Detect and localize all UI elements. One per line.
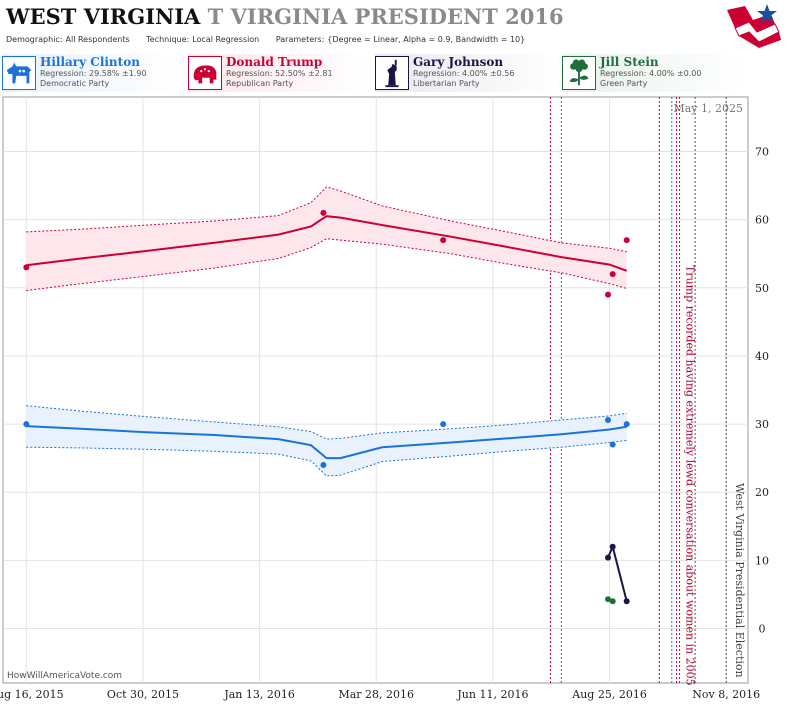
- candidate-regression-trump: Regression: 52.50% ±2.81: [226, 69, 333, 78]
- data-point: [605, 554, 612, 561]
- title-subtitle: T VIRGINIA PRESIDENT 2016: [207, 4, 564, 29]
- meta-label-parameters: Parameters:: [275, 35, 325, 44]
- data-point: [440, 237, 447, 244]
- trend-line: [26, 425, 627, 460]
- parameters-row: Demographic: All Respondents Technique: Lo…: [6, 35, 539, 44]
- x-tick-label: Nov 8, 2016: [692, 688, 760, 701]
- legend-stein[interactable]: Jill Stein Regression: 4.00% ±0.00 Green…: [562, 54, 746, 92]
- legend-trump[interactable]: Donald Trump Regression: 52.50% ±2.81 Re…: [188, 54, 372, 92]
- title-state: WEST VIRGINIA: [6, 4, 201, 29]
- upper-bound-line: [26, 186, 627, 253]
- candidate-name-stein: Jill Stein: [600, 55, 659, 69]
- x-tick-label: Aug 25, 2016: [571, 688, 647, 701]
- upper-bound-line: [26, 405, 627, 440]
- meta-value-technique: Local Regression: [192, 35, 260, 44]
- plot-frame: [2, 96, 749, 684]
- lower-bound-line: [26, 238, 627, 291]
- trend-line: [26, 215, 628, 272]
- candidate-regression-clinton: Regression: 29.58% ±1.90: [40, 69, 147, 78]
- meta-label-technique: Technique:: [146, 35, 190, 44]
- data-point: [609, 543, 616, 550]
- candidate-party-clinton: Democratic Party: [40, 79, 110, 88]
- x-tick-label: Jun 11, 2016: [456, 688, 528, 701]
- chart-title: WEST VIRGINIA T VIRGINIA PRESIDENT 2016: [6, 4, 564, 29]
- y-tick-label: 50: [755, 282, 769, 295]
- site-logo-icon: [727, 4, 781, 48]
- legend-clinton[interactable]: Hillary Clinton Regression: 29.58% ±1.90…: [2, 54, 185, 92]
- data-point: [23, 264, 30, 271]
- data-point: [605, 291, 612, 298]
- data-point: [440, 421, 447, 428]
- meta-label-demographic: Demographic:: [6, 35, 63, 44]
- liberty-statue-icon: [375, 56, 409, 90]
- y-tick-label: 10: [755, 554, 769, 567]
- confidence-band: [26, 405, 627, 476]
- elephant-icon: [188, 56, 222, 90]
- donkey-icon: [2, 56, 36, 90]
- data-point: [320, 461, 327, 468]
- x-tick-label: Jan 13, 2016: [223, 688, 295, 701]
- x-tick-label: Oct 30, 2015: [107, 688, 179, 701]
- candidate-name-johnson: Gary Johnson: [413, 55, 504, 69]
- y-tick-label: 70: [755, 146, 769, 159]
- date-stamp: May 1, 2025: [673, 102, 743, 115]
- confidence-band: [26, 186, 627, 291]
- candidate-name-trump: Donald Trump: [226, 55, 323, 69]
- y-tick-label: 20: [755, 486, 769, 499]
- x-tick-label: Mar 28, 2016: [338, 688, 414, 701]
- candidate-party-trump: Republican Party: [226, 79, 294, 88]
- data-point: [623, 598, 630, 605]
- flower-icon: [562, 56, 596, 90]
- y-tick-label: 60: [755, 214, 769, 227]
- chart-header: WEST VIRGINIA T VIRGINIA PRESIDENT 2016 …: [0, 0, 789, 52]
- candidate-name-clinton: Hillary Clinton: [40, 55, 140, 69]
- data-point: [320, 209, 327, 216]
- candidate-regression-johnson: Regression: 4.00% ±0.56: [413, 69, 515, 78]
- y-tick-label: 30: [755, 418, 769, 431]
- data-point: [605, 416, 612, 423]
- candidate-regression-stein: Regression: 4.00% ±0.00: [600, 69, 702, 78]
- event-label: Trump recorded having extremely lewd con…: [684, 265, 697, 686]
- candidate-party-johnson: Libertarian Party: [413, 79, 480, 88]
- candidate-party-stein: Green Party: [600, 79, 648, 88]
- meta-value-parameters: {Degree = Linear, Alpha = 0.9, Bandwidth…: [327, 35, 526, 44]
- event-label: West Virginia Presidential Election: [733, 483, 746, 678]
- legend-johnson[interactable]: Gary Johnson Regression: 4.00% ±0.56 Lib…: [375, 54, 559, 92]
- data-point: [605, 596, 612, 603]
- y-tick-label: 0: [759, 622, 766, 635]
- data-point: [623, 421, 630, 428]
- data-point: [23, 421, 30, 428]
- data-point: [623, 237, 630, 244]
- site-credit: HowWillAmericaVote.com: [7, 671, 122, 681]
- y-tick-label: 40: [755, 350, 769, 363]
- x-tick-label: Aug 16, 2015: [0, 688, 64, 701]
- data-point: [609, 271, 616, 278]
- meta-value-demographic: All Respondents: [65, 35, 130, 44]
- data-point: [609, 441, 616, 448]
- data-point: [609, 598, 616, 605]
